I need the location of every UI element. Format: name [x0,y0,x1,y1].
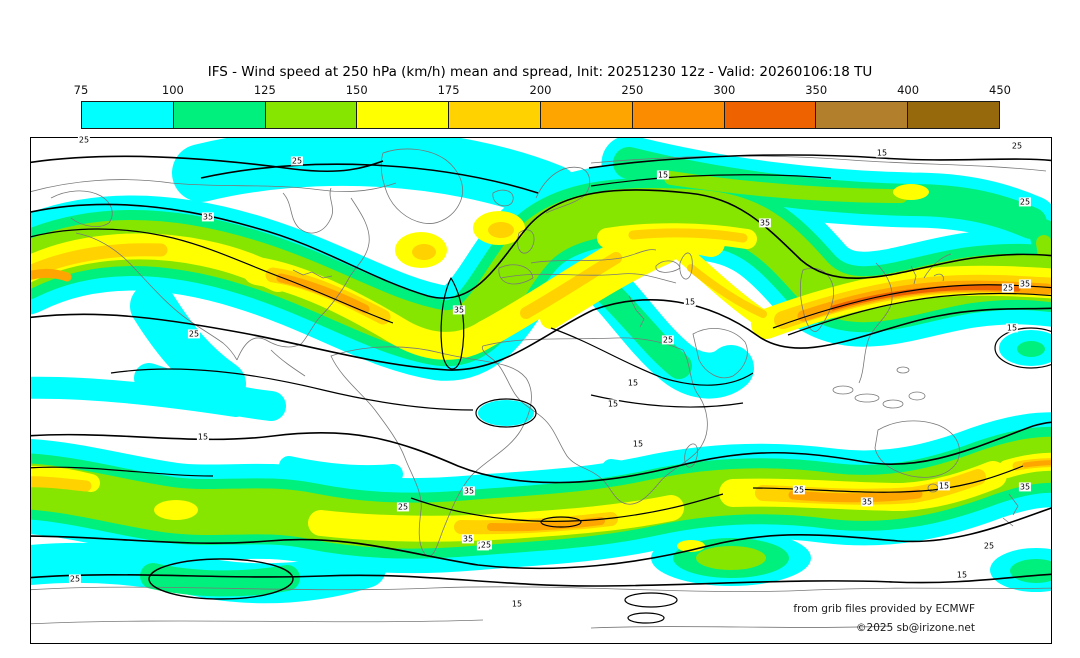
colorbar-tick-label: 200 [529,83,552,97]
colorbar-segment [540,102,633,128]
colorbar-tick-label: 75 [73,83,89,97]
attribution-copyright: ©2025 sb@irizone.net [856,621,975,634]
chart-title: IFS - Wind speed at 250 hPa (km/h) mean … [207,64,873,80]
colorbar-segment [265,102,358,128]
colorbar-segment [449,102,541,128]
colorbar-tick-label: 175 [437,83,460,97]
colorbar-segment [816,102,909,128]
wind-speed-fill-layer [31,138,1051,604]
colorbar-segment [82,102,174,128]
colorbar-tick-label: 100 [161,83,184,97]
colorbar-tick-label: 300 [713,83,736,97]
colorbar-tick-label: 125 [253,83,276,97]
colorbar-segment [908,102,999,128]
colorbar-segment [724,102,817,128]
map-art [31,138,1051,629]
colorbar-tick-label: 400 [897,83,920,97]
spread-contours-layer [31,154,1051,624]
colorbar-tick-label: 350 [805,83,828,97]
coastlines-layer [31,148,1051,629]
colorbar [81,101,1000,129]
attribution-source: from grib files provided by ECMWF [793,603,975,615]
colorbar-segment [357,102,450,128]
colorbar-tick-label: 150 [345,83,368,97]
colorbar-segment [632,102,725,128]
colorbar-segment [173,102,266,128]
colorbar-ticks: 75 100 125 150 175 200 250 300 350 400 450 [74,83,1011,97]
attribution: from grib files provided by ECMWF ©2025 … [793,600,975,637]
map-canvas: 25 25 35 25 15 15 25 25 35 25 35 15 25 15 15 15 15 35 35 25… [30,135,1052,644]
colorbar-tick-label: 250 [621,83,644,97]
colorbar-tick-label: 450 [989,83,1011,97]
